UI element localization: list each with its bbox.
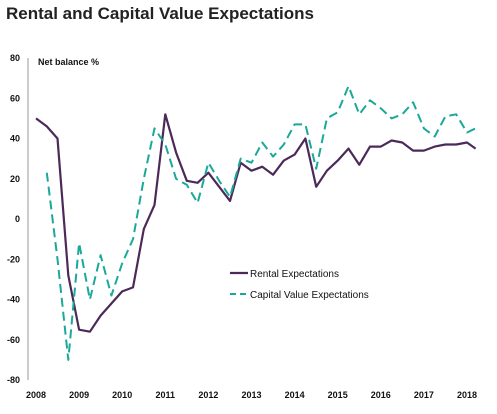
x-tick-label: 2016 <box>371 390 391 400</box>
y-tick-label: 40 <box>10 134 20 144</box>
y-axis-label: Net balance % <box>38 57 99 67</box>
legend-label: Capital Value Expectations <box>250 290 369 301</box>
x-tick-label: 2009 <box>69 390 89 400</box>
legend: Rental Expectations Capital Value Expecta… <box>230 269 369 301</box>
y-tick-label: 20 <box>10 174 20 184</box>
capital-value-expectations-line <box>45 85 477 361</box>
y-tick-label: 80 <box>10 53 20 63</box>
y-tick-label: 0 <box>15 214 20 224</box>
rental-expectations-line <box>35 113 477 333</box>
chart-title: Rental and Capital Value Expectations <box>6 4 314 23</box>
y-tick-label: -80 <box>7 375 20 385</box>
y-tick-labels: 80 60 40 20 0 -20 -40 -60 -80 <box>7 53 20 385</box>
series-lines <box>35 85 477 361</box>
x-tick-label: 2010 <box>112 390 132 400</box>
y-tick-label: 60 <box>10 93 20 103</box>
x-tick-label: 2017 <box>414 390 434 400</box>
y-tick-label: -40 <box>7 295 20 305</box>
y-tick-label: -60 <box>7 335 20 345</box>
x-tick-label: 2014 <box>285 390 305 400</box>
x-tick-label: 2011 <box>156 390 176 400</box>
x-tick-label: 2015 <box>328 390 348 400</box>
x-tick-label: 2018 <box>457 390 477 400</box>
legend-label: Rental Expectations <box>250 269 339 280</box>
x-tick-label: 2013 <box>241 390 261 400</box>
x-tick-label: 2008 <box>26 390 46 400</box>
x-tick-label: 2012 <box>198 390 218 400</box>
y-tick-label: -20 <box>7 254 20 264</box>
x-tick-labels: 2008 2009 2010 2011 2012 2013 2014 2015 2016 2017… <box>26 390 477 400</box>
